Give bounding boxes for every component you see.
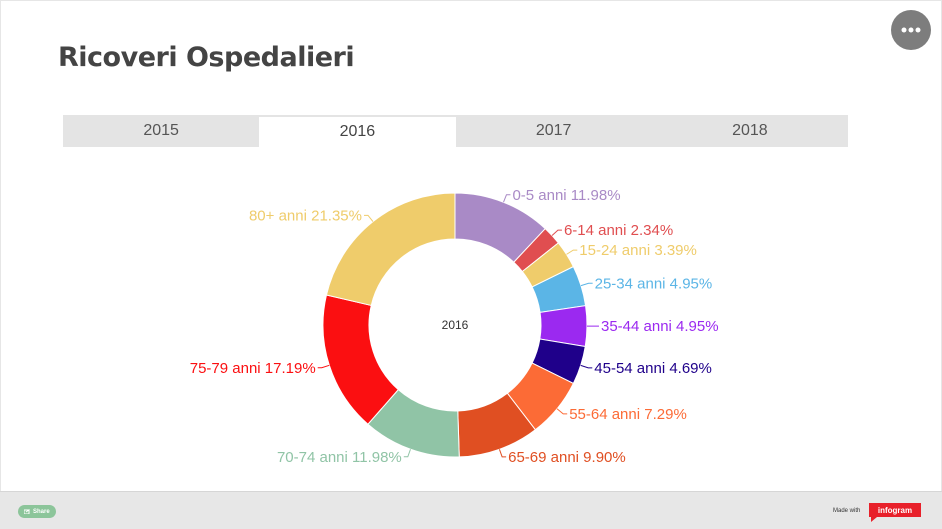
year-tabs: 2015 2016 2017 2018 [63, 115, 848, 147]
leader-line-8 [404, 449, 411, 457]
tab-2015[interactable]: 2015 [63, 115, 259, 147]
page-title: Ricoveri Ospedalieri [58, 42, 354, 73]
leader-line-1 [552, 230, 562, 235]
share-label: Share [33, 509, 50, 515]
slice-label-2: 15-24 anni 3.39% [579, 242, 697, 259]
slice-label-5: 45-54 anni 4.69% [594, 360, 712, 377]
share-icon [24, 509, 30, 514]
leader-line-10 [364, 215, 373, 221]
leader-line-9 [318, 365, 330, 367]
tab-2016[interactable]: 2016 [259, 115, 455, 147]
chart-center-label: 2016 [442, 318, 469, 332]
slice-label-10: 80+ anni 21.35% [249, 207, 362, 224]
footer: Share Made with infogram [0, 491, 942, 529]
slice-label-7: 65-69 anni 9.90% [508, 449, 626, 466]
more-horizontal-icon [901, 27, 921, 33]
slice-label-1: 6-14 anni 2.34% [564, 222, 673, 239]
slice-label-6: 55-64 anni 7.29% [569, 406, 687, 423]
tab-2017[interactable]: 2017 [456, 115, 652, 147]
slice-label-8: 70-74 anni 11.98% [277, 449, 402, 466]
tab-2018[interactable]: 2018 [652, 115, 848, 147]
leader-line-7 [499, 449, 506, 457]
made-with-text: Made with [833, 508, 860, 514]
slice-label-3: 25-34 anni 4.95% [595, 275, 713, 292]
slice-label-4: 35-44 anni 4.95% [601, 318, 719, 335]
more-options-button[interactable] [891, 10, 931, 50]
slice-label-9: 75-79 anni 17.19% [190, 360, 316, 377]
leader-line-0 [504, 195, 511, 202]
share-button[interactable]: Share [18, 505, 56, 518]
leader-line-6 [557, 409, 567, 414]
donut-chart: 0-5 anni 11.98% 6-14 anni 2.34% 15-24 anni… [0, 150, 942, 485]
leader-line-2 [567, 250, 578, 254]
leader-line-5 [581, 365, 593, 367]
infogram-logo[interactable]: infogram [869, 503, 921, 517]
slice-label-0: 0-5 anni 11.98% [512, 187, 620, 204]
leader-line-3 [581, 283, 593, 285]
